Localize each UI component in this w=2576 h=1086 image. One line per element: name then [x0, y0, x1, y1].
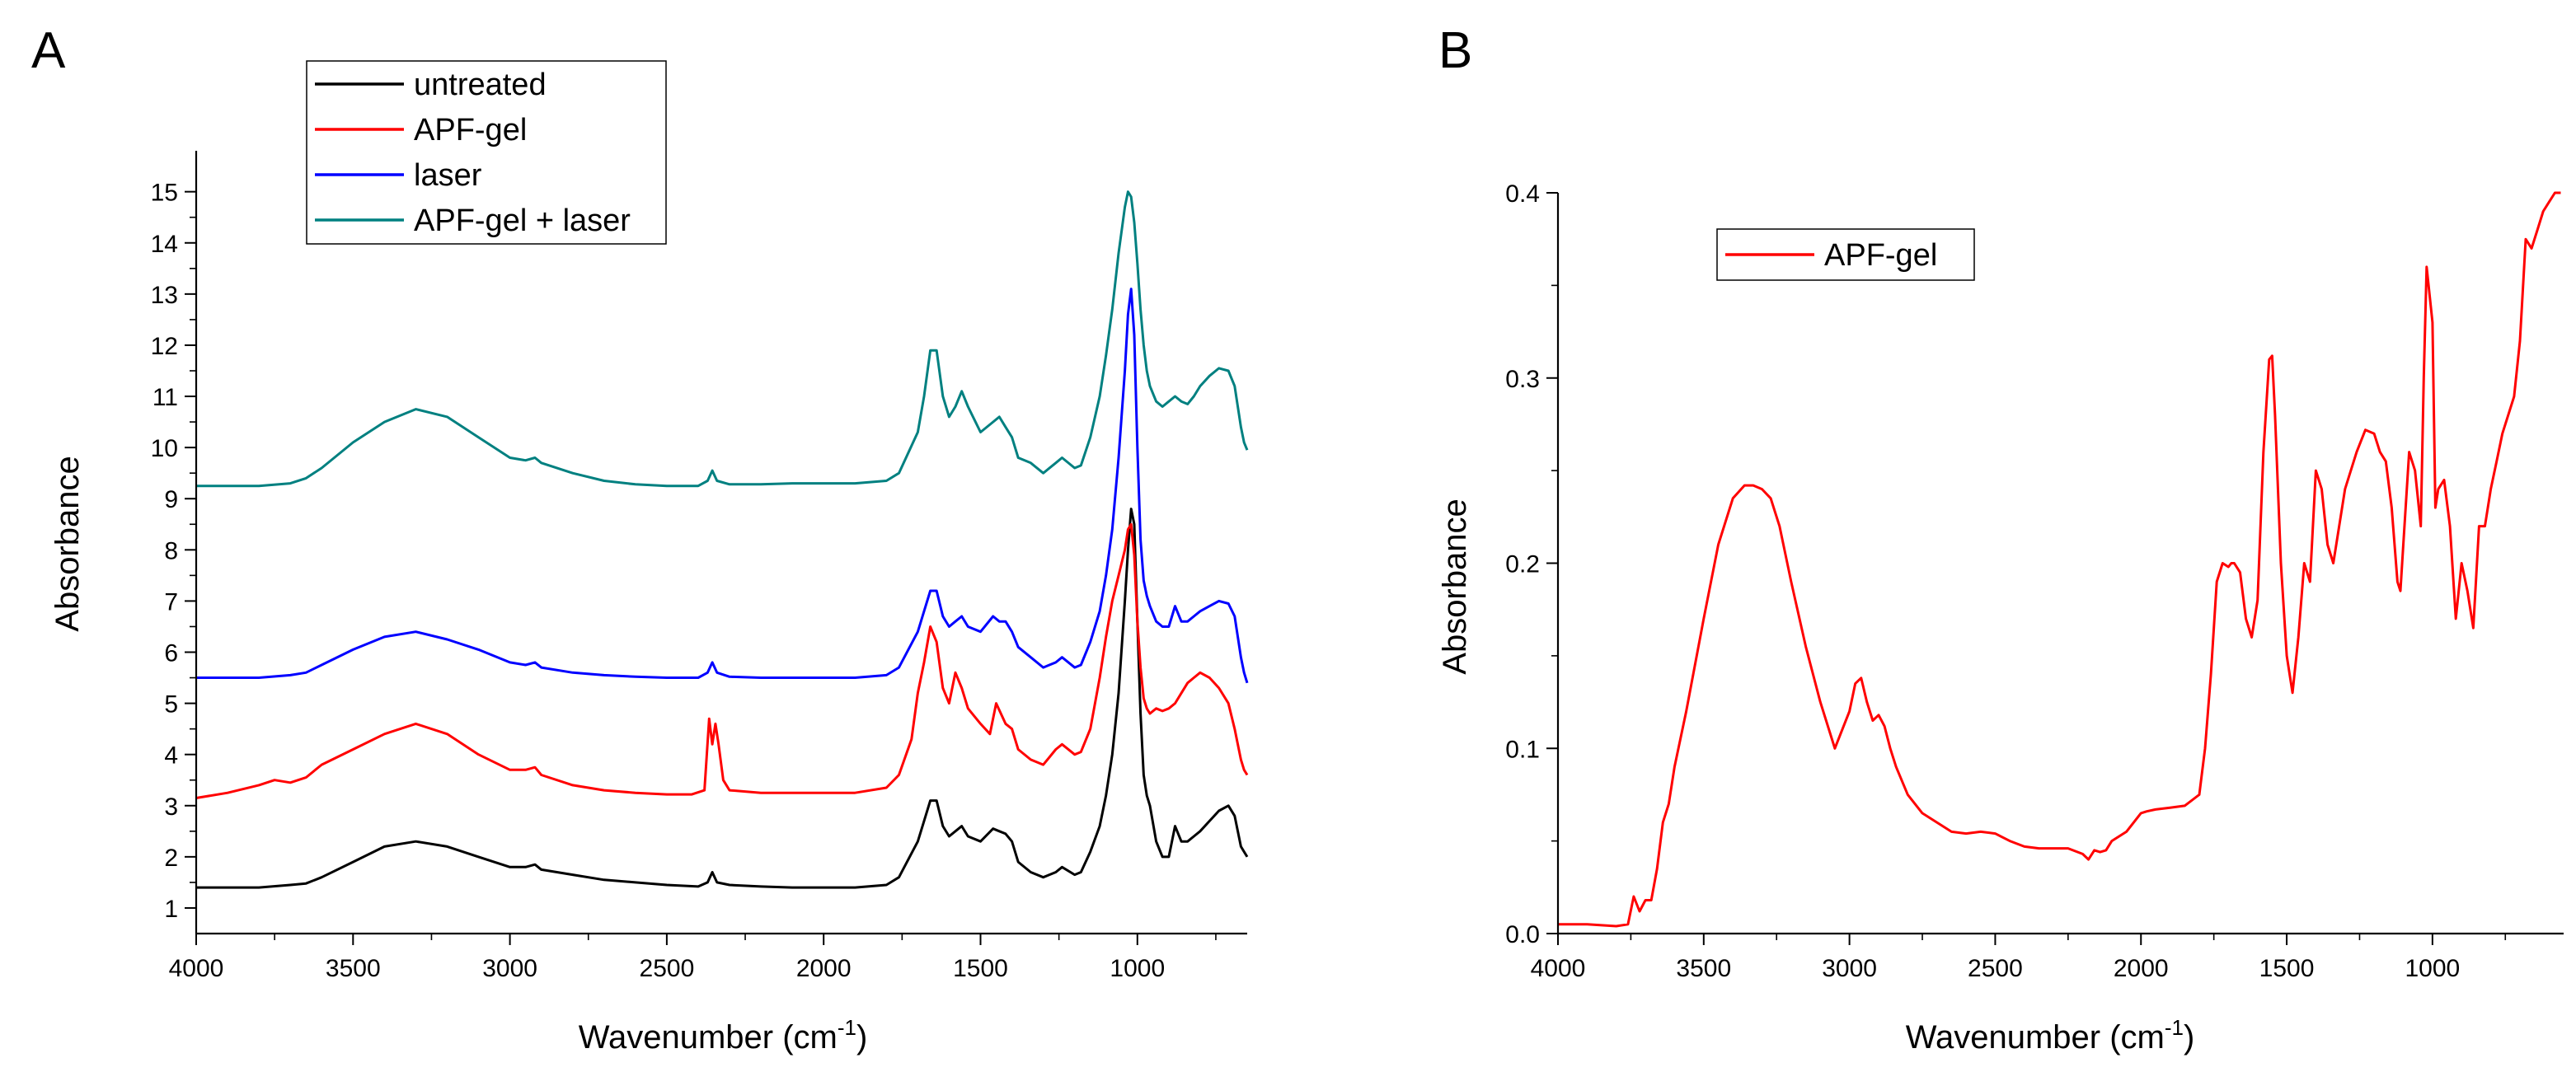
panel-b: B 4000 3500 3000 2500 2000 1500 1000 0.0 0.1 0.2 0… [1437, 22, 2564, 1056]
a-x-tick-label: 3000 [482, 955, 537, 982]
a-x-tick-label: 2500 [640, 955, 695, 982]
a-series-apf-gel-laser [196, 190, 1249, 488]
a-y-tick-label: 5 [164, 691, 178, 719]
a-series-untreated [196, 508, 1249, 889]
a-y-tick-label: 9 [164, 486, 178, 513]
a-series-apf-gel [195, 522, 1249, 799]
a-y-tick-label: 14 [151, 231, 178, 258]
a-legend-label: laser [414, 158, 482, 193]
b-y-tick-label: 0.3 [1505, 366, 1540, 393]
panel-b-legend: APF-gel [1716, 228, 1975, 281]
panel-a-letter: A [31, 22, 66, 79]
b-y-tick-label: 0.2 [1505, 551, 1540, 578]
b-x-tick-label: 3000 [1822, 955, 1877, 982]
a-y-tick-label: 6 [164, 639, 178, 667]
a-y-tick-label: 4 [164, 742, 178, 770]
panel-a-series-group [195, 190, 1249, 889]
panel-a-legend: untreated APF-gel laser APF-gel + laser [306, 60, 667, 245]
panel-b-y-axis-title: Absorbance [1437, 499, 1473, 674]
a-legend-label: untreated [414, 68, 547, 102]
a-y-tick-label: 1 [164, 896, 178, 923]
a-y-tick-label: 13 [151, 282, 178, 309]
b-x-tick-label: 1500 [2259, 955, 2315, 982]
b-y-tick-label: 0.0 [1505, 921, 1540, 948]
a-y-tick-label: 2 [164, 845, 178, 872]
b-x-tick-label: 1000 [2405, 955, 2460, 982]
b-legend-label: APF-gel [1824, 238, 1937, 273]
a-y-tick-label: 11 [152, 384, 178, 411]
a-x-tick-label: 2000 [796, 955, 852, 982]
panel-a-y-axis-title: Absorbance [49, 456, 86, 631]
panel-b-x-axis-title: Wavenumber (cm-1) [1906, 1015, 2195, 1056]
b-y-tick-label: 0.4 [1505, 180, 1540, 208]
a-y-tick-label: 7 [164, 588, 178, 616]
a-y-tick-label: 3 [164, 793, 178, 821]
b-x-tick-label: 2000 [2114, 955, 2169, 982]
a-y-tick-label: 8 [164, 537, 178, 564]
a-y-tick-label: 10 [151, 435, 178, 462]
b-x-tick-label: 2500 [1968, 955, 2023, 982]
a-series-laser [196, 288, 1249, 684]
b-x-tick-label: 3500 [1676, 955, 1731, 982]
a-x-tick-label: 4000 [169, 955, 224, 982]
a-y-tick-label: 12 [151, 333, 178, 360]
a-y-tick-label: 15 [151, 180, 178, 207]
b-series-apf-gel [1558, 191, 2561, 928]
a-x-tick-label: 1000 [1110, 955, 1165, 982]
a-x-tick-label: 1500 [953, 955, 1008, 982]
a-x-tick-label: 3500 [326, 955, 381, 982]
b-x-tick-label: 4000 [1531, 955, 1586, 982]
panel-a: A 4000 3500 3000 2500 2000 1500 10001234567891… [31, 22, 1249, 1056]
panel-b-letter: B [1438, 22, 1472, 79]
panel-a-x-axis-title: Wavenumber (cm-1) [579, 1015, 868, 1056]
b-y-tick-label: 0.1 [1505, 736, 1540, 763]
a-legend-label: APF-gel [414, 113, 527, 147]
panel-b-series-group [1558, 191, 2561, 928]
a-legend-label: APF-gel + laser [414, 204, 631, 238]
